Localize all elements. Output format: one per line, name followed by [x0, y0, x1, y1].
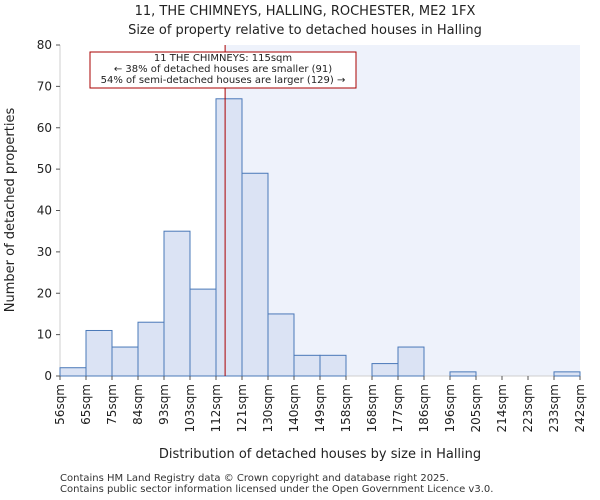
bar-93sqm	[163, 230, 191, 377]
bar-177sqm	[397, 346, 425, 377]
bar-149sqm	[319, 354, 347, 377]
x-axis-label: Distribution of detached houses by size …	[159, 447, 481, 462]
y-axis-label: Number of detached properties	[3, 108, 18, 313]
bar-196sqm	[449, 371, 477, 377]
bar-140sqm	[293, 354, 321, 377]
x-axis-ticks: 56sqm 65sqm 75sqm 84sqm 93sqm 103sqm 112sqm 121…	[53, 376, 587, 432]
x-tick-label: 177sqm	[391, 384, 405, 432]
annotation-line-1: 11 THE CHIMNEYS: 115sqm	[154, 53, 292, 64]
x-tick-label: 140sqm	[287, 384, 301, 432]
chart-subtitle: Size of property relative to detached ho…	[128, 23, 482, 38]
y-tick-label: 30	[37, 245, 52, 259]
x-tick-label: 103sqm	[183, 384, 197, 432]
x-tick-label: 205sqm	[469, 384, 483, 432]
y-tick-label: 60	[37, 121, 52, 135]
x-tick-label: 233sqm	[547, 384, 561, 432]
bar-121sqm	[241, 172, 269, 377]
y-tick-label: 50	[37, 162, 52, 176]
y-tick-label: 0	[44, 369, 52, 383]
x-tick-label: 121sqm	[235, 384, 249, 432]
bar-84sqm	[137, 321, 165, 377]
y-axis-ticks: 0 10 20 30 40 50 60 70 80	[37, 38, 60, 383]
annotation-box	[89, 51, 357, 89]
x-tick-label: 112sqm	[209, 384, 223, 432]
bar-130sqm	[267, 313, 295, 377]
bar-168sqm	[371, 363, 399, 377]
annotation-line-3: 54% of semi-detached houses are larger (…	[101, 75, 346, 86]
bar-65sqm	[85, 329, 113, 377]
x-tick-label: 186sqm	[417, 384, 431, 432]
bar-103sqm	[189, 288, 217, 377]
x-tick-label: 242sqm	[573, 384, 587, 432]
y-tick-label: 10	[37, 328, 52, 342]
bar-56sqm	[59, 367, 87, 377]
x-tick-label: 223sqm	[521, 384, 535, 432]
x-tick-label: 65sqm	[79, 384, 93, 425]
x-tick-label: 84sqm	[131, 384, 145, 425]
bar-75sqm	[111, 346, 139, 377]
x-tick-label: 130sqm	[261, 384, 275, 432]
x-tick-label: 196sqm	[443, 384, 457, 432]
x-tick-label: 93sqm	[157, 384, 171, 425]
x-tick-label: 149sqm	[313, 384, 327, 432]
x-tick-label: 158sqm	[339, 384, 353, 432]
x-tick-label: 168sqm	[365, 384, 379, 432]
y-tick-label: 20	[37, 286, 52, 300]
bars	[59, 98, 581, 377]
x-tick-label: 214sqm	[495, 384, 509, 432]
y-tick-label: 40	[37, 204, 52, 218]
footer-line-1: Contains HM Land Registry data © Crown c…	[60, 473, 449, 484]
x-tick-label: 56sqm	[53, 384, 67, 425]
annotation-line-2: ← 38% of detached houses are smaller (91…	[114, 64, 332, 75]
bar-112sqm	[215, 98, 243, 377]
footer-line-2: Contains public sector information licen…	[60, 484, 494, 495]
chart-title: 11, THE CHIMNEYS, HALLING, ROCHESTER, ME…	[135, 4, 476, 19]
x-tick-label: 75sqm	[105, 384, 119, 425]
y-tick-label: 70	[37, 79, 52, 93]
y-tick-label: 80	[37, 38, 52, 52]
bar-233sqm	[553, 371, 581, 377]
